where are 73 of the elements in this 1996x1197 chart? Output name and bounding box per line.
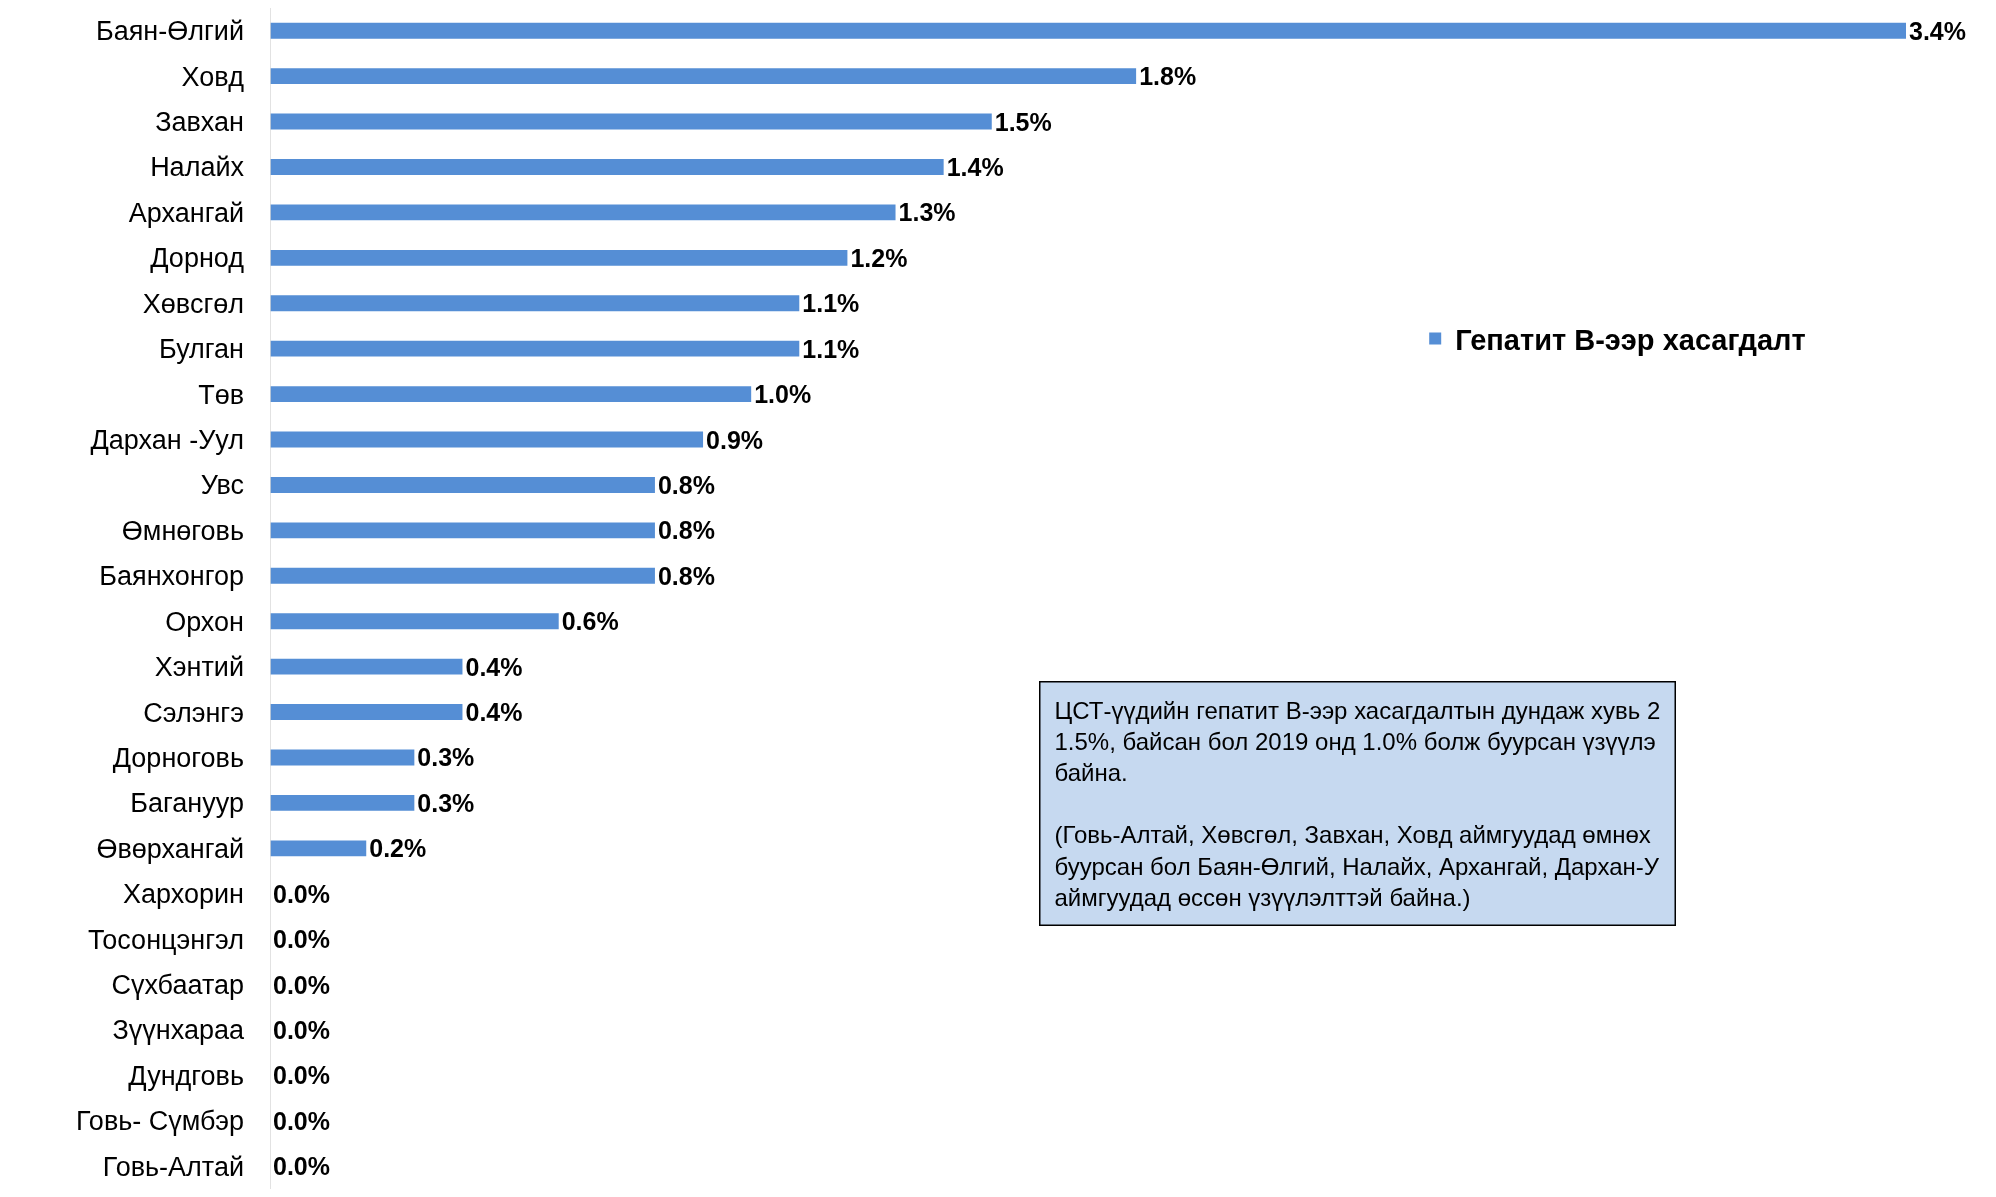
data-label: 1.0% bbox=[754, 380, 812, 409]
bar bbox=[270, 431, 704, 448]
y-tick-label: Төв bbox=[198, 379, 244, 410]
bar bbox=[270, 386, 752, 403]
bar bbox=[270, 840, 367, 857]
bar bbox=[270, 68, 1137, 85]
data-label: 0.4% bbox=[465, 652, 523, 681]
y-tick-label: Говь-Алтай bbox=[102, 1151, 244, 1182]
data-label: 1.1% bbox=[802, 334, 860, 363]
data-label: 0.3% bbox=[417, 743, 475, 772]
bar bbox=[270, 704, 463, 721]
bar bbox=[270, 794, 415, 811]
data-label: 0.3% bbox=[417, 788, 475, 817]
bar bbox=[270, 476, 655, 493]
y-tick-label: Орхон bbox=[165, 606, 244, 637]
y-tick-label: Дорнод bbox=[150, 243, 245, 274]
bar bbox=[270, 522, 655, 539]
data-label: 0.4% bbox=[465, 698, 523, 727]
y-tick-label: Тосонцэнгэл bbox=[87, 924, 244, 955]
y-tick-label: Дархан -Уул bbox=[90, 424, 244, 455]
y-tick-label: Дундговь bbox=[128, 1060, 244, 1091]
y-tick-label: Булган bbox=[159, 334, 244, 365]
y-tick-label: Ховд bbox=[181, 61, 245, 92]
data-label: 1.3% bbox=[898, 198, 956, 227]
data-label: 0.0% bbox=[273, 879, 330, 908]
y-tick-label: Сүхбаатар bbox=[111, 970, 244, 1001]
data-label: 0.0% bbox=[273, 925, 330, 954]
bar bbox=[270, 613, 559, 630]
bar bbox=[270, 340, 800, 357]
bar bbox=[270, 22, 1906, 39]
bar bbox=[270, 749, 415, 766]
bar bbox=[270, 567, 655, 584]
data-label: 1.4% bbox=[946, 152, 1004, 181]
legend-label: Гепатит В-ээр хасагдалт bbox=[1455, 323, 1806, 356]
y-tick-label: Баянхонгор bbox=[99, 561, 244, 592]
y-tick-label: Зүүнхараа bbox=[112, 1015, 245, 1046]
bar bbox=[270, 658, 463, 675]
data-label: 0.8% bbox=[657, 470, 715, 499]
y-tick-label: Хөвсгөл bbox=[142, 288, 244, 319]
data-label: 3.4% bbox=[1909, 16, 1966, 45]
data-label: 0.0% bbox=[273, 1152, 330, 1181]
data-label: 0.9% bbox=[706, 425, 764, 454]
data-label: 1.2% bbox=[850, 243, 908, 272]
text: ЦСТ-үүдийн гепатит В-ээр хасагдалтын дундаж хувь 2 1.5%, байсан бол 2019 онд 1.0% болж буурсан үзүүлэ байна. (Говь-Алтай, Хөвсгөл, Завхан, Ховд аймгуудад өмнөх буурсан бол Баян-Өлгий, Налайх, Архангай, Дархан-У аймгуудад өссөн үзүүлэлттэй байна.) bbox=[1054, 696, 1661, 911]
data-label: 0.8% bbox=[657, 561, 715, 590]
data-label: 0.0% bbox=[273, 1061, 330, 1090]
y-tick-label: Завхан bbox=[155, 107, 244, 138]
y-tick-label: Сэлэнгэ bbox=[143, 697, 244, 728]
y-tick-label: Өмнөговь bbox=[121, 515, 244, 546]
data-label: 0.0% bbox=[273, 970, 330, 999]
y-tick-label: Багануур bbox=[130, 788, 244, 819]
y-tick-label: Архангай bbox=[128, 197, 244, 228]
data-label: 1.8% bbox=[1139, 62, 1197, 91]
y-tick-label: Хэнтий bbox=[154, 652, 244, 683]
y-tick-label: Өвөрхангай bbox=[96, 833, 244, 864]
data-label: 1.1% bbox=[802, 289, 860, 318]
data-label: 0.8% bbox=[657, 516, 715, 545]
data-label: 0.6% bbox=[561, 607, 619, 636]
data-label: 0.0% bbox=[273, 1106, 330, 1135]
bar bbox=[270, 204, 896, 221]
bar bbox=[270, 295, 800, 312]
data-label: 1.5% bbox=[994, 107, 1052, 136]
bar bbox=[270, 113, 992, 130]
y-tick-label: Говь- Сүмбэр bbox=[76, 1106, 244, 1137]
y-tick-label: Увс bbox=[200, 470, 244, 501]
y-tick-label: Дорноговь bbox=[112, 742, 244, 773]
data-label: 0.0% bbox=[273, 1016, 330, 1045]
bar bbox=[270, 249, 848, 266]
data-label: 0.2% bbox=[369, 834, 427, 863]
y-tick-label: Баян-Өлгий bbox=[95, 16, 244, 47]
y-tick-label: Хархорин bbox=[123, 879, 244, 910]
bar bbox=[270, 159, 944, 175]
y-tick-label: Налайх bbox=[150, 152, 245, 183]
